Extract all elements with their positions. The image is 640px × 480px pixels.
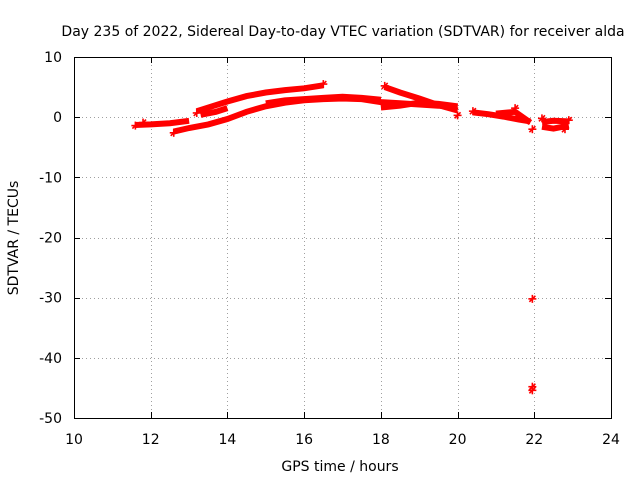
data-point bbox=[528, 125, 537, 134]
y-tick-label: -40 bbox=[39, 351, 62, 367]
data-point bbox=[192, 108, 201, 117]
data-point bbox=[131, 121, 140, 130]
x-tick-label: 18 bbox=[372, 432, 390, 448]
data-point bbox=[453, 111, 462, 120]
data-trace-track-e bbox=[265, 93, 382, 107]
data-point bbox=[169, 128, 178, 137]
data-point bbox=[511, 104, 520, 113]
data-trace-track-c bbox=[195, 82, 324, 115]
x-tick-label: 10 bbox=[65, 432, 83, 448]
data-point bbox=[380, 81, 389, 90]
data-point bbox=[560, 125, 569, 134]
data-trace-track-j bbox=[541, 117, 569, 125]
grid bbox=[74, 57, 611, 418]
x-tick-label: 20 bbox=[449, 432, 467, 448]
data-trace-track-d bbox=[200, 105, 229, 118]
axes: 10 12 14 16 18 20 22 24 10 0 -10 -20 -30 -40 -50 bbox=[39, 50, 620, 448]
data-trace-track-k bbox=[541, 122, 570, 132]
x-tick-label: 24 bbox=[602, 432, 620, 448]
data-layer bbox=[131, 80, 573, 395]
y-tick-label: -30 bbox=[39, 291, 62, 307]
y-tick-label: -20 bbox=[39, 231, 62, 247]
data-point bbox=[139, 118, 148, 127]
data-point bbox=[564, 116, 573, 125]
data-point bbox=[528, 386, 537, 395]
data-point bbox=[528, 294, 537, 303]
x-tick-label: 12 bbox=[142, 432, 160, 448]
y-tick-label: 10 bbox=[44, 50, 62, 66]
data-trace-track-g bbox=[380, 99, 458, 111]
y-axis-label: SDTVAR / TECUs bbox=[6, 181, 22, 296]
x-tick-label: 16 bbox=[295, 432, 313, 448]
y-tick-label: -50 bbox=[39, 411, 62, 427]
y-tick-label: 0 bbox=[53, 110, 62, 126]
data-point bbox=[319, 80, 328, 89]
y-tick-label: -10 bbox=[39, 170, 62, 186]
x-tick-label: 22 bbox=[525, 432, 543, 448]
x-tick-label: 14 bbox=[219, 432, 237, 448]
data-point bbox=[468, 107, 477, 116]
data-point bbox=[537, 114, 546, 123]
chart-title: Day 235 of 2022, Sidereal Day-to-day VTE… bbox=[61, 24, 624, 40]
x-axis-label: GPS time / hours bbox=[281, 459, 398, 475]
